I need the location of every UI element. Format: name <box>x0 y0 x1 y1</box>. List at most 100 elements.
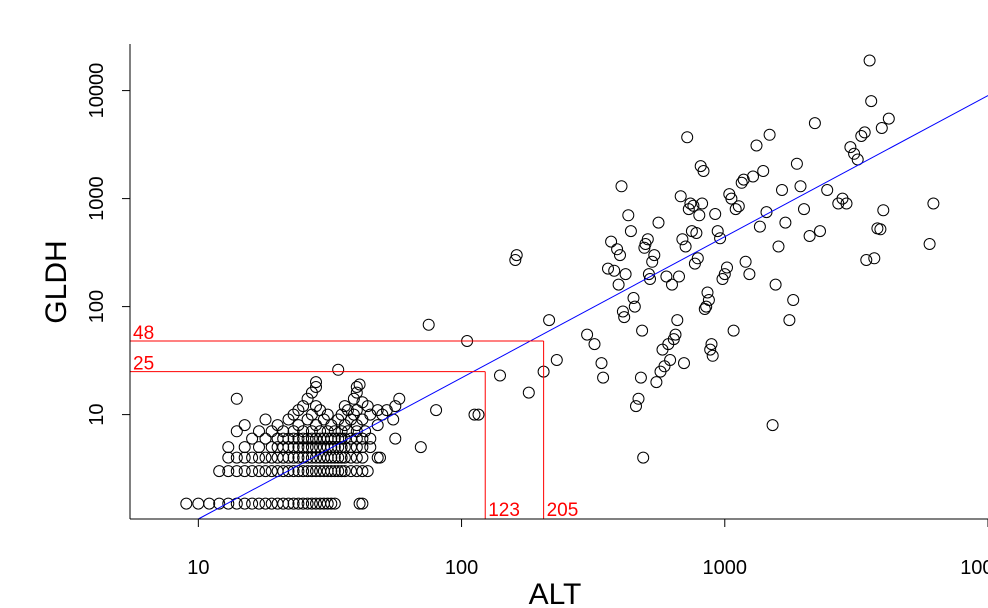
data-point <box>325 432 338 445</box>
data-point <box>650 376 663 389</box>
data-point <box>794 180 807 193</box>
data-point <box>612 278 625 291</box>
data-point <box>246 451 259 464</box>
data-point <box>674 190 687 203</box>
data-point <box>660 270 673 283</box>
data-point <box>356 441 369 454</box>
data-point <box>321 425 334 438</box>
data-point <box>356 497 369 510</box>
data-point <box>310 497 322 510</box>
data-point <box>705 338 718 351</box>
data-point <box>305 497 318 510</box>
data-point <box>814 225 826 238</box>
data-point <box>882 112 895 125</box>
x-tick-label: 10000 <box>960 557 988 579</box>
data-point <box>297 425 310 438</box>
data-point <box>619 268 632 281</box>
reference-x-label: 123 <box>488 500 520 521</box>
data-point <box>622 209 635 222</box>
data-point <box>222 441 235 454</box>
data-point <box>338 419 351 432</box>
data-point <box>305 432 318 445</box>
data-point <box>310 465 322 478</box>
data-point <box>230 392 243 405</box>
data-point <box>222 497 235 510</box>
data-point <box>923 238 936 250</box>
data-point <box>246 432 259 445</box>
data-point <box>783 314 796 327</box>
data-point <box>203 497 216 510</box>
axes <box>129 44 988 520</box>
x-tick-label: 100 <box>445 557 478 579</box>
data-point <box>494 369 506 382</box>
data-point <box>230 425 243 438</box>
data-point <box>624 225 637 238</box>
data-point <box>328 425 341 438</box>
data-point <box>389 432 402 445</box>
data-point <box>739 255 752 268</box>
data-point <box>321 408 334 421</box>
data-point <box>350 441 363 454</box>
data-point <box>772 240 785 253</box>
data-point <box>325 441 338 454</box>
data-point <box>356 396 369 409</box>
data-point <box>246 497 259 510</box>
data-point <box>325 497 338 510</box>
data-point <box>277 425 290 438</box>
data-point <box>314 404 327 417</box>
data-point <box>277 497 290 510</box>
data-point <box>718 268 731 281</box>
data-point <box>865 95 878 108</box>
data-point <box>253 425 265 438</box>
data-point <box>253 441 265 454</box>
data-point <box>180 497 193 510</box>
data-point <box>277 441 290 454</box>
data-point <box>325 419 338 432</box>
data-point <box>430 404 443 417</box>
data-point <box>364 432 377 445</box>
data-point <box>595 357 608 370</box>
y-axis-title: GLDH <box>40 240 73 323</box>
data-point <box>821 184 834 196</box>
data-point <box>858 126 871 139</box>
data-point <box>213 497 226 510</box>
data-point <box>735 176 748 189</box>
data-point <box>848 147 861 160</box>
data-point <box>310 432 322 445</box>
data-point <box>246 465 259 478</box>
data-point <box>301 392 314 405</box>
data-point <box>305 465 318 478</box>
data-point <box>687 199 700 212</box>
data-point <box>292 497 305 510</box>
data-point <box>325 465 338 478</box>
data-point <box>760 206 773 219</box>
data-point <box>350 386 363 399</box>
data-point <box>422 318 435 331</box>
data-point <box>588 338 601 351</box>
data-point <box>305 408 318 421</box>
data-point <box>310 376 322 389</box>
data-point <box>627 292 640 304</box>
data-point <box>387 413 400 426</box>
data-point <box>310 419 322 432</box>
data-point <box>359 425 372 438</box>
data-point <box>350 381 363 393</box>
data-point <box>332 465 345 478</box>
data-point <box>364 408 377 421</box>
data-point <box>347 392 360 405</box>
data-point <box>840 197 853 210</box>
data-point <box>230 451 243 464</box>
data-point <box>614 249 626 262</box>
data-point <box>702 294 715 306</box>
data-point <box>371 419 384 432</box>
data-point <box>646 255 659 268</box>
data-point <box>393 392 406 405</box>
data-point <box>301 413 314 426</box>
data-point <box>729 203 742 216</box>
data-point <box>927 197 940 210</box>
data-point <box>321 497 334 510</box>
data-point <box>714 232 727 245</box>
x-axis-title: ALT <box>529 578 582 608</box>
data-point <box>637 451 650 464</box>
data-point <box>644 273 656 285</box>
